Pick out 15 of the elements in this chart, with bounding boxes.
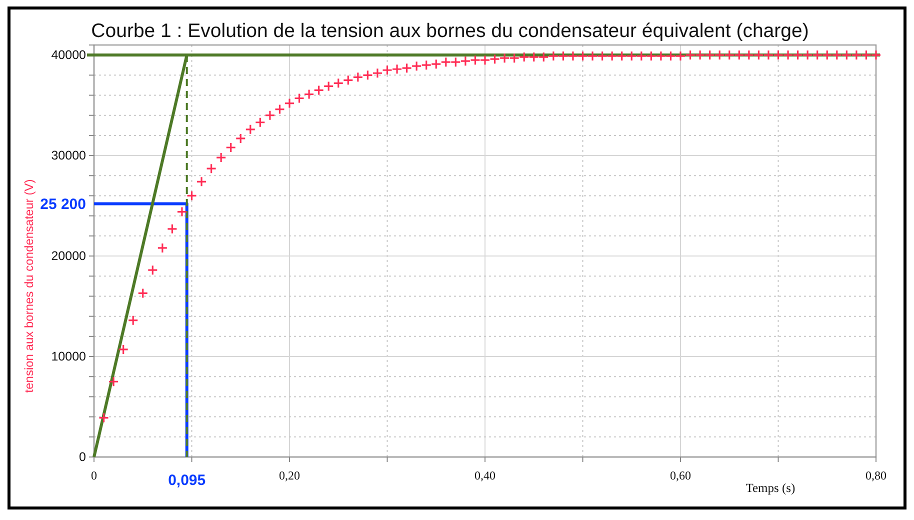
x-tick-label: 0,60 <box>670 468 691 483</box>
y-tick-label: 40000 <box>51 48 86 62</box>
y-axis-title: tension aux bornes du condensateur (V) <box>22 179 36 393</box>
x-tick-label: 0,80 <box>866 468 886 483</box>
y-tick-label: 0 <box>79 450 86 464</box>
chart-title: Courbe 1 : Evolution de la tension aux bornes du condensateur équivalent (charge) <box>91 20 809 42</box>
y-tick-label: 10000 <box>51 350 86 364</box>
x-tick-label: 0 <box>91 468 97 483</box>
annotation: 0,095 <box>168 472 206 489</box>
y-tick-label: 30000 <box>51 148 86 163</box>
x-tick-label: 0,20 <box>279 468 300 483</box>
y-tick-label: 20000 <box>51 249 86 264</box>
annotation: 25 200 <box>40 196 86 213</box>
x-tick-label: 0,40 <box>474 468 496 483</box>
x-axis-title: Temps (s) <box>746 481 796 495</box>
